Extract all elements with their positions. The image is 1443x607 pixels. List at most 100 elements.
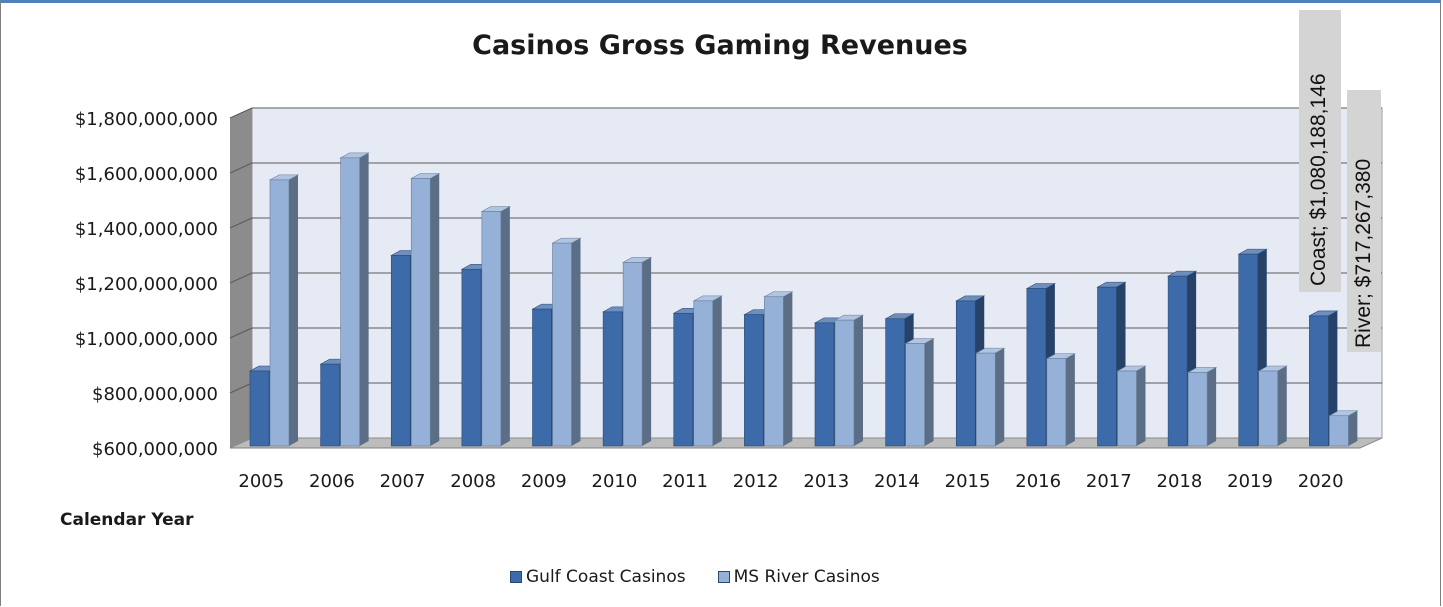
bar-side [854, 315, 863, 446]
x-tick-label: 2005 [238, 471, 284, 492]
bar-side [642, 257, 652, 446]
legend-label-gulf-coast: Gulf Coast Casinos [526, 567, 686, 587]
bar-front [461, 268, 482, 447]
bar-front [814, 322, 835, 447]
bar-front [552, 242, 572, 447]
bar-front [1329, 415, 1349, 447]
bar-front [744, 314, 764, 447]
bar-ms-river-2015 [975, 347, 1006, 447]
x-axis-title: Calendar Year [60, 510, 194, 530]
bar-front [602, 311, 623, 447]
x-tick-label: 2006 [309, 471, 355, 492]
y-tick-label: $1,200,000,000 [75, 274, 218, 295]
bar-front [673, 312, 694, 447]
bar-front [269, 179, 290, 447]
bar-side [1277, 366, 1287, 446]
x-tick-label: 2007 [380, 471, 426, 492]
x-tick-label: 2012 [733, 471, 779, 492]
bar-ms-river-2009 [551, 237, 582, 447]
bar-ms-river-2018 [1186, 367, 1218, 447]
chart-title: Casinos Gross Gaming Revenues [472, 30, 968, 61]
bar-ms-river-2011 [692, 295, 723, 447]
bar-front [481, 211, 502, 447]
y-tick-label: $600,000,000 [92, 439, 218, 460]
legend: Gulf Coast Casinos MS River Casinos [510, 567, 880, 587]
bar-ms-river-2013 [833, 314, 865, 447]
bar-front [905, 343, 925, 447]
bar-side [571, 238, 581, 446]
bar-ms-river-2014 [904, 338, 935, 447]
x-tick-label: 2019 [1227, 471, 1273, 492]
gridline-side [229, 382, 253, 394]
gridline-side [229, 217, 253, 229]
x-tick-label: 2009 [521, 471, 567, 492]
bar-front [410, 178, 431, 447]
bar-side [1207, 367, 1217, 446]
bar-ms-river-2008 [480, 206, 512, 447]
x-tick-label: 2008 [450, 471, 496, 492]
bar-front [1187, 372, 1208, 447]
bar-side [1065, 353, 1075, 446]
bar-ms-river-2005 [268, 174, 300, 447]
bar-front [1097, 286, 1117, 447]
bar-front [340, 157, 360, 447]
bar-ms-river-2012 [763, 291, 794, 447]
bar-side [500, 206, 510, 446]
legend-swatch-gulf-coast [510, 571, 522, 583]
x-tick-label: 2010 [592, 471, 638, 492]
bar-front [955, 300, 976, 447]
legend-label-ms-river: MS River Casinos [733, 567, 880, 587]
bar-ms-river-2019 [1257, 365, 1288, 447]
x-tick-label: 2017 [1086, 471, 1132, 492]
legend-item-ms-river: MS River Casinos [717, 567, 880, 587]
bar-side [783, 291, 793, 446]
bar-side [1348, 410, 1358, 446]
y-tick-label: $1,400,000,000 [75, 219, 218, 240]
legend-swatch-ms-river [717, 571, 730, 583]
x-tick-label: 2018 [1157, 471, 1203, 492]
x-tick-label: 2016 [1015, 471, 1061, 492]
y-tick-label: $1,000,000,000 [75, 329, 218, 350]
x-tick-label: 2015 [945, 471, 991, 492]
bar-front [1258, 370, 1279, 447]
x-tick-label: 2011 [662, 471, 708, 492]
bar-front [764, 296, 784, 447]
bar-front [975, 352, 996, 447]
bar-front [622, 262, 643, 447]
bar-side [359, 152, 369, 446]
y-tick-label: $1,600,000,000 [75, 164, 218, 185]
bar-front [249, 370, 270, 447]
bar-front [1046, 358, 1067, 447]
bar-side [712, 295, 722, 446]
data-label-river-text: River; $717,267,380 [1352, 158, 1375, 348]
bar-ms-river-2016 [1045, 353, 1077, 447]
bar-side [924, 338, 934, 446]
gridline-side [229, 162, 253, 174]
data-label-coast-2020: Coast; $1,080,188,146 [1299, 10, 1341, 292]
bar-front [834, 319, 855, 447]
y-tick-label: $800,000,000 [92, 384, 218, 405]
bar-ms-river-2006 [339, 152, 370, 447]
bar-front [1117, 370, 1137, 447]
gridline-side [229, 327, 253, 339]
x-tick-label: 2014 [874, 471, 920, 492]
bar-side [289, 174, 298, 446]
data-label-coast-text: Coast; $1,080,188,146 [1307, 73, 1330, 286]
data-label-river-2020: River; $717,267,380 [1347, 90, 1381, 352]
bar-ms-river-2020 [1328, 410, 1359, 447]
legend-item-gulf-coast: Gulf Coast Casinos [510, 567, 686, 587]
bar-ms-river-2010 [621, 257, 653, 447]
gridline-side [229, 107, 253, 119]
y-tick-label: $1,800,000,000 [75, 109, 218, 130]
x-tick-label: 2020 [1298, 471, 1344, 492]
bar-side [1136, 366, 1146, 446]
gridline-side [229, 272, 253, 284]
bar-side [995, 348, 1005, 446]
bar-front [885, 318, 905, 447]
bar-front [693, 300, 714, 447]
bar-front [390, 255, 411, 447]
bar-front [1026, 288, 1047, 447]
bar-front [1167, 275, 1188, 447]
